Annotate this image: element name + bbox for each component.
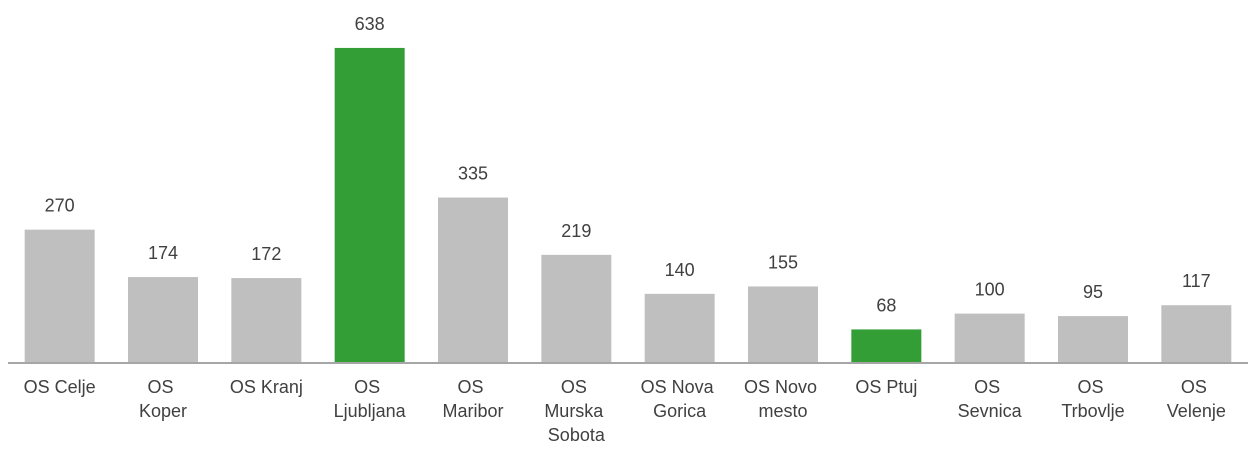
- bar: [334, 47, 405, 364]
- bar: [24, 229, 95, 363]
- value-label: 174: [148, 243, 178, 263]
- x-tick-label: OS Ptuj: [855, 377, 917, 397]
- value-label: 155: [768, 252, 798, 272]
- bar: [1058, 316, 1128, 363]
- bar: [748, 286, 818, 363]
- value-label: 68: [876, 295, 896, 315]
- x-tick-label: OS Koper: [139, 377, 187, 421]
- x-tick-label: OS Novo mesto: [744, 377, 822, 421]
- x-tick-label: OS Celje: [24, 377, 96, 397]
- value-label: 335: [458, 164, 488, 184]
- value-label: 219: [561, 221, 591, 241]
- x-tick-label: OS Trbovlje: [1061, 377, 1124, 421]
- bar: [231, 278, 302, 363]
- value-label: 117: [1182, 271, 1211, 291]
- value-label: 638: [355, 14, 385, 34]
- x-tick-label: OS Nova Gorica: [641, 377, 719, 421]
- x-tick-label: OS Ljubljana: [334, 377, 407, 421]
- bar: [541, 254, 612, 363]
- x-tick-label: OS Kranj: [230, 377, 303, 397]
- bar: [128, 277, 198, 363]
- value-label: 172: [251, 244, 281, 264]
- x-tick-label: OS Sevnica: [958, 377, 1023, 421]
- bar: [954, 313, 1025, 363]
- value-label: 95: [1083, 282, 1103, 302]
- x-tick-label: OS Velenje: [1167, 377, 1226, 421]
- x-tick-label: OS Murska Sobota: [544, 377, 608, 445]
- bar: [851, 329, 922, 363]
- bar: [644, 293, 715, 363]
- value-label: 140: [665, 260, 695, 280]
- value-label: 100: [975, 280, 1005, 300]
- x-tick-label: OS Maribor: [442, 377, 503, 421]
- value-label: 270: [45, 196, 75, 216]
- bar: [1161, 305, 1232, 363]
- bar: [438, 197, 508, 363]
